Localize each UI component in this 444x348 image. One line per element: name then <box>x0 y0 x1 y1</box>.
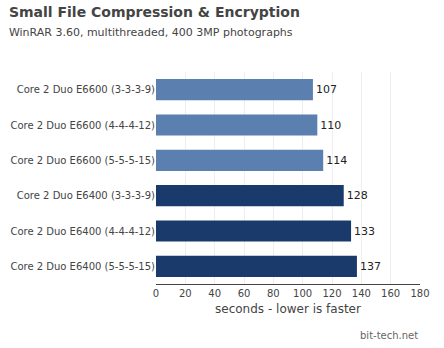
svg-text:110: 110 <box>320 119 341 132</box>
svg-text:Core 2 Duo E6600 (3-3-3-9): Core 2 Duo E6600 (3-3-3-9) <box>17 84 155 95</box>
svg-text:Core 2 Duo E6400 (5-5-5-15): Core 2 Duo E6400 (5-5-5-15) <box>10 261 155 272</box>
svg-text:137: 137 <box>360 260 381 273</box>
svg-text:114: 114 <box>326 154 347 167</box>
svg-text:seconds - lower is faster: seconds - lower is faster <box>215 302 361 316</box>
svg-text:133: 133 <box>354 225 375 238</box>
svg-text:Core 2 Duo E6600 (4-4-4-12): Core 2 Duo E6600 (4-4-4-12) <box>10 120 155 131</box>
svg-text:40: 40 <box>208 288 221 299</box>
svg-text:Core 2 Duo E6400 (4-4-4-12): Core 2 Duo E6400 (4-4-4-12) <box>10 226 155 237</box>
svg-text:140: 140 <box>352 288 371 299</box>
svg-text:128: 128 <box>347 189 368 202</box>
svg-text:180: 180 <box>410 288 429 299</box>
svg-text:80: 80 <box>267 288 280 299</box>
svg-text:bit-tech.net: bit-tech.net <box>360 330 418 341</box>
svg-text:100: 100 <box>293 288 312 299</box>
svg-text:0: 0 <box>153 288 159 299</box>
svg-text:Core 2 Duo E6600 (5-5-5-15): Core 2 Duo E6600 (5-5-5-15) <box>10 155 155 166</box>
svg-text:60: 60 <box>238 288 251 299</box>
svg-text:Small File Compression & Encry: Small File Compression & EncryptionWinRA… <box>9 4 300 38</box>
svg-text:Core 2 Duo E6400 (3-3-3-9): Core 2 Duo E6400 (3-3-3-9) <box>17 190 155 201</box>
svg-text:107: 107 <box>316 83 337 96</box>
svg-text:20: 20 <box>179 288 192 299</box>
svg-text:160: 160 <box>381 288 400 299</box>
svg-text:120: 120 <box>322 288 341 299</box>
